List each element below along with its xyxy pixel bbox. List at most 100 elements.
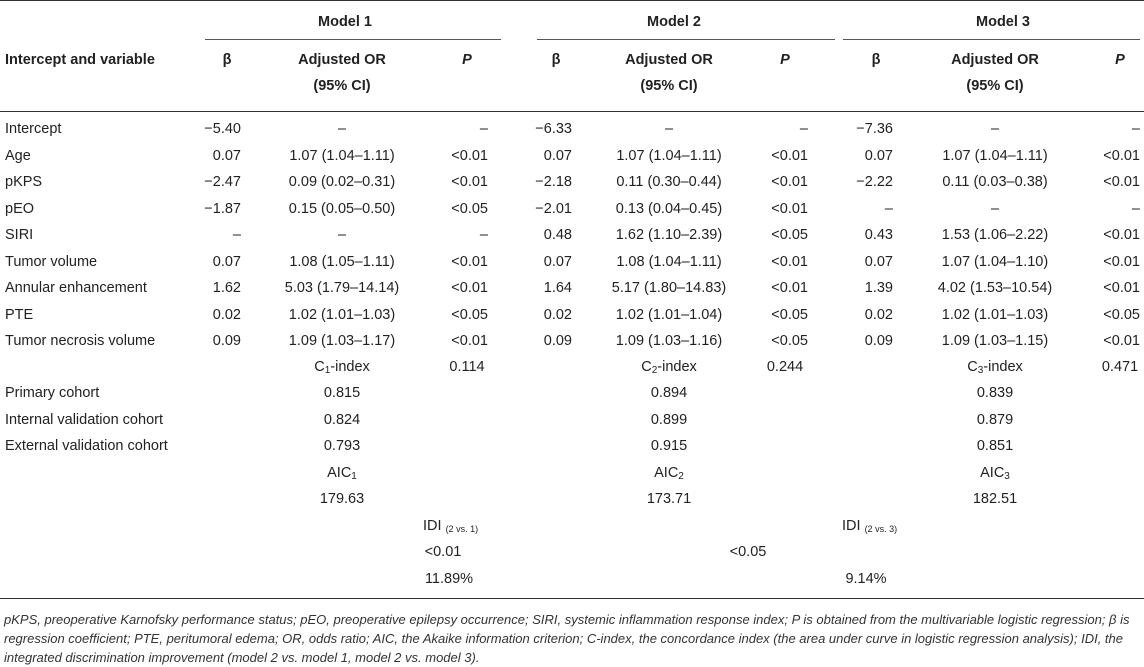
idi-label-a: IDI (2 vs. 1) (423, 517, 478, 535)
aic-value-1: 179.63 (319, 491, 365, 507)
idi-sub-b: (2 vs. 3) (864, 524, 898, 534)
beta-header-2: β (551, 52, 561, 68)
table-cell: <0.01 (1103, 148, 1140, 164)
table-cell: 0.13 (0.04–0.45) (615, 201, 723, 217)
table-cell: 0.02 (864, 307, 893, 323)
row-label: Intercept (5, 121, 62, 137)
row-label: Age (5, 148, 31, 164)
or-header-3-ci: (95% CI) (966, 78, 1024, 94)
idi-p-a: <0.01 (424, 544, 462, 560)
c-index-prefix: C (641, 359, 652, 375)
aic-sub: 2 (678, 471, 684, 482)
table-cell: <0.05 (451, 201, 488, 217)
model-1-header: Model 1 (318, 14, 372, 30)
table-cell: 0.09 (543, 333, 572, 349)
p-header-3: P (1115, 52, 1125, 68)
table-cell: 0.48 (543, 227, 572, 243)
table-cell: 0.11 (0.03–0.38) (942, 174, 1048, 190)
cohort-value: 0.851 (976, 438, 1014, 454)
table-cell: <0.01 (1103, 174, 1140, 190)
table-cell: – (799, 121, 808, 137)
table-cell: 5.03 (1.79–14.14) (284, 280, 400, 296)
table-cell: <0.01 (1103, 280, 1140, 296)
table-cell: – (990, 121, 1000, 137)
table-cell: <0.01 (1103, 333, 1140, 349)
row-label: SIRI (5, 227, 34, 243)
aic-sub: 1 (351, 471, 357, 482)
table-cell: 1.62 (212, 280, 241, 296)
c-index-suffix: -index (657, 359, 697, 375)
table-cell: 1.08 (1.04–1.11) (616, 254, 722, 270)
table-cell: −6.33 (535, 121, 572, 137)
table-cell: 1.09 (1.03–1.16) (615, 333, 723, 349)
c-index-label-1: C1-index (314, 358, 370, 376)
table-cell: −2.01 (535, 201, 572, 217)
table-cell: – (664, 121, 674, 137)
table-cell: 1.02 (1.01–1.03) (941, 307, 1049, 323)
table-cell: 1.08 (1.05–1.11) (289, 254, 395, 270)
table-cell: 1.07 (1.04–1.11) (289, 148, 395, 164)
row-label: Annular enhancement (5, 280, 147, 296)
cohort-label: Internal validation cohort (5, 412, 163, 428)
row-label: Tumor necrosis volume (5, 333, 156, 349)
idi-value-b: 9.14% (845, 571, 887, 587)
first-column-header: Intercept and variable (5, 52, 155, 68)
row-label: Tumor volume (5, 254, 98, 270)
table-cell: <0.01 (1103, 254, 1140, 270)
table-cell: <0.01 (451, 254, 488, 270)
table-cell: <0.05 (771, 307, 808, 323)
c-index-p-3: 0.471 (1101, 359, 1139, 375)
table-cell: <0.01 (451, 333, 488, 349)
table-cell: – (479, 227, 488, 243)
table-cell: 1.02 (1.01–1.03) (288, 307, 396, 323)
table-cell: 0.07 (864, 148, 893, 164)
c-index-prefix: C (314, 359, 325, 375)
idi-sub-a: (2 vs. 1) (445, 524, 479, 534)
cohort-label: External validation cohort (5, 438, 168, 454)
table-cell: −2.18 (535, 174, 572, 190)
or-header-2-ci: (95% CI) (640, 78, 698, 94)
table-top-rule (0, 0, 1144, 1)
table-cell: 1.07 (1.04–1.11) (616, 148, 722, 164)
aic-label-2: AIC2 (654, 464, 684, 482)
table-cell: – (337, 121, 347, 137)
table-cell: 1.09 (1.03–1.15) (941, 333, 1049, 349)
aic-prefix: AIC (654, 465, 679, 481)
table-cell: 5.17 (1.80–14.83) (611, 280, 727, 296)
c-index-suffix: -index (330, 359, 370, 375)
table-cell: – (1131, 121, 1140, 137)
table-cell: <0.01 (771, 254, 808, 270)
table-cell: <0.01 (1103, 227, 1140, 243)
model-2-header: Model 2 (647, 14, 701, 30)
aic-prefix: AIC (327, 465, 352, 481)
idi-prefix: IDI (423, 518, 442, 534)
or-header-1-ci: (95% CI) (313, 78, 371, 94)
or-header-2: Adjusted OR (625, 52, 713, 68)
aic-sub: 3 (1004, 471, 1010, 482)
table-cell: −2.22 (856, 174, 893, 190)
model-1-rule (205, 39, 501, 40)
cohort-label: Primary cohort (5, 385, 100, 401)
table-cell: <0.01 (451, 148, 488, 164)
cohort-value: 0.899 (650, 412, 688, 428)
table-cell: <0.01 (771, 148, 808, 164)
cohort-value: 0.824 (323, 412, 361, 428)
or-header-1: Adjusted OR (298, 52, 386, 68)
row-label: pKPS (5, 174, 43, 190)
row-label: PTE (5, 307, 34, 323)
c-index-sub: 2 (651, 365, 658, 376)
table-cell: 0.43 (864, 227, 893, 243)
table-cell: <0.01 (771, 174, 808, 190)
table-cell: −2.47 (204, 174, 241, 190)
aic-prefix: AIC (980, 465, 1005, 481)
table-cell: 1.07 (1.04–1.11) (942, 148, 1048, 164)
header-bottom-rule (0, 111, 1144, 112)
table-cell: 0.07 (864, 254, 893, 270)
table-cell: <0.05 (771, 333, 808, 349)
aic-label-3: AIC3 (980, 464, 1010, 482)
table-cell: 0.09 (212, 333, 241, 349)
p-header-1: P (462, 52, 472, 68)
beta-header-1: β (222, 52, 232, 68)
table-cell: – (990, 201, 1000, 217)
table-cell: <0.01 (771, 201, 808, 217)
